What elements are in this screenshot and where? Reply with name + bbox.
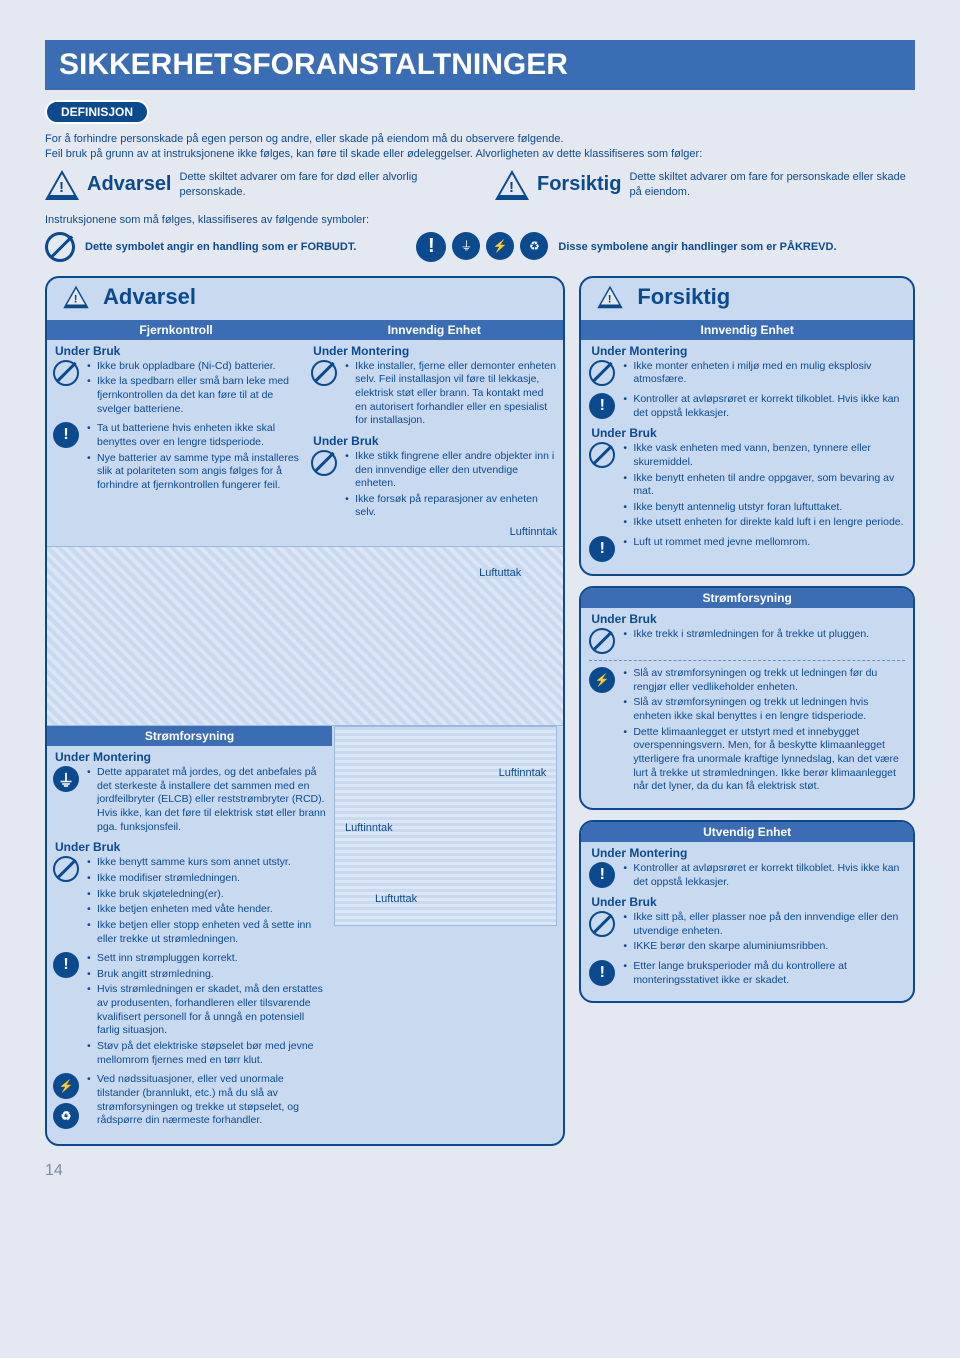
right-innvendig-section: Innvendig Enhet Under Montering Ikke mon… [581,320,913,574]
warning-triangle-icon [45,170,79,200]
strom-section: Strømforsyning Under Montering ⏚ Dette a… [53,726,326,1134]
forsiktig-label: Forsiktig [537,173,621,196]
fjernkontroll-header: Fjernkontroll [47,320,305,340]
outdoor-illustration: Luftinntak Luftinntak Luftuttak [334,726,557,926]
bullet-list: Ikke monter enheten i miljø med en mulig… [623,360,905,389]
bullet-list: Ikke stikk fingrene eller andre objekter… [345,450,557,522]
section-title: Under Montering [591,846,905,860]
bullet-list: Luft ut rommet med jevne mellomrom. [623,536,810,562]
mandatory-icon: ! [589,862,615,888]
forsiktig-definition: Forsiktig Dette skiltet advarer om fare … [495,170,915,200]
mandatory-icon: ! [416,232,446,262]
fjernkontroll-section: Fjernkontroll Under Bruk Ikke bruk oppla… [47,320,305,546]
advarsel-definition: Advarsel Dette skiltet advarer om fare f… [45,170,465,200]
definition-row: Advarsel Dette skiltet advarer om fare f… [45,170,915,200]
bullet-list: Ikke sitt på, eller plasser noe på den i… [623,911,905,956]
advarsel-panel: Advarsel Fjernkontroll Under Bruk Ikke b… [45,276,565,1146]
intro-line-1: For å forhindre personskade på egen pers… [45,133,564,145]
mandatory-icon: ! [589,536,615,562]
caution-triangle-icon [598,285,624,308]
luftuttak-label: Luftuttak [375,893,417,905]
symbol-row: Dette symbolet angir en handling som er … [45,232,915,262]
ground-icon: ⏚ [452,232,480,260]
page-title-bar: SIKKERHETSFORANSTALTNINGER [45,40,915,90]
right-utvendig-panel: Utvendig Enhet Under Montering ! Kontrol… [579,820,915,1003]
recycle-icon: ♻ [520,232,548,260]
mandatory-icon: ! [53,952,79,978]
bullet-list: Ta ut batteriene hvis enheten ikke skal … [87,422,299,494]
recycle-icon: ♻ [53,1103,79,1129]
intro-text: For å forhindre personskade på egen pers… [45,132,915,162]
mandatory-icon: ! [53,422,79,448]
bullet-list: Etter lange bruksperioder må du kontroll… [623,960,905,989]
section-title: Under Bruk [591,895,905,909]
bullet-list: Dette apparatet må jordes, og det anbefa… [87,766,326,836]
bullet-list: Kontroller at avløpsrøret er korrekt til… [623,393,905,422]
symbol-intro: Instruksjonene som må følges, klassifise… [45,214,915,226]
strom-header: Strømforsyning [47,726,332,746]
section-title: Under Bruk [313,434,557,448]
prohibition-icon [589,911,615,937]
luftinntak-label: Luftinntak [345,822,393,834]
prohibition-icon [589,442,615,468]
prohibition-icon [45,232,75,262]
prohibition-icon [311,450,337,476]
ground-icon: ⏚ [53,766,79,792]
forbidden-symbol-def: Dette symbolet angir en handling som er … [45,232,356,262]
utvendig-header: Utvendig Enhet [581,822,913,842]
prohibition-icon [589,360,615,386]
section-title: Under Bruk [591,426,905,440]
prohibition-icon [589,628,615,654]
intro-line-2: Feil bruk på grunn av at instruksjonene … [45,148,702,160]
right-strom-panel: Strømforsyning Under Bruk Ikke trekk i s… [579,586,915,810]
luftinntak-label: Luftinntak [311,526,557,538]
section-title: Under Bruk [591,612,905,626]
bullet-list: Ikke installer, fjerne eller demonter en… [345,360,557,430]
advarsel-header: Advarsel [47,278,563,320]
section-title: Under Montering [55,750,326,764]
innvendig-section: Innvendig Enhet Under Montering Ikke ins… [305,320,563,546]
mandatory-icon: ! [589,393,615,419]
bullet-list: Ikke vask enheten med vann, benzen, tynn… [623,442,905,532]
page-number: 14 [45,1162,915,1180]
prohibition-icon [311,360,337,386]
innvendig-header: Innvendig Enhet [581,320,913,340]
mandatory-icon: ! [589,960,615,986]
section-title: Under Bruk [55,840,326,854]
section-title: Under Montering [591,344,905,358]
section-title: Under Montering [313,344,557,358]
outdoor-illustration-wrap: Luftinntak Luftinntak Luftuttak [334,726,557,1134]
forbidden-text: Dette symbolet angir en handling som er … [85,241,356,253]
advarsel-text: Dette skiltet advarer om fare for død el… [180,170,466,199]
plug-icon: ⚡ [486,232,514,260]
forsiktig-panel: Forsiktig Innvendig Enhet Under Monterin… [579,276,915,576]
bullet-list: Ikke trekk i strømledningen for å trekke… [623,628,869,654]
required-text: Disse symbolene angir handlinger som er … [558,241,836,253]
advarsel-label: Advarsel [87,173,172,196]
forsiktig-header: Forsiktig [581,278,913,320]
bullet-list: Slå av strømforsyningen og trekk ut ledn… [623,667,905,796]
bullet-list: Ikke bruk oppladbare (Ni-Cd) batterier. … [87,360,299,419]
prohibition-icon [53,360,79,386]
plug-icon: ⚡ [589,667,615,693]
luftuttak-label: Luftuttak [477,567,523,579]
bullet-list: Ved nødssituasjoner, eller ved unormale … [87,1073,326,1130]
forsiktig-text: Dette skiltet advarer om fare for person… [629,170,915,199]
bullet-list: Sett inn strømpluggen korrekt. Bruk angi… [87,952,326,1069]
indoor-illustration: Luftuttak [47,546,563,726]
caution-triangle-icon [495,170,529,200]
innvendig-header: Innvendig Enhet [305,320,563,340]
strom-header: Strømforsyning [581,588,913,608]
luftinntak-label: Luftinntak [499,767,547,779]
warning-triangle-icon [63,285,89,308]
required-symbol-def: ! ⏚ ⚡ ♻ Disse symbolene angir handlinger… [416,232,836,262]
bullet-list: Ikke benytt samme kurs som annet utstyr.… [87,856,326,948]
plug-icon: ⚡ [53,1073,79,1099]
definition-badge: DEFINISJON [45,100,149,124]
prohibition-icon [53,856,79,882]
bullet-list: Kontroller at avløpsrøret er korrekt til… [623,862,905,891]
section-title: Under Bruk [55,344,299,358]
